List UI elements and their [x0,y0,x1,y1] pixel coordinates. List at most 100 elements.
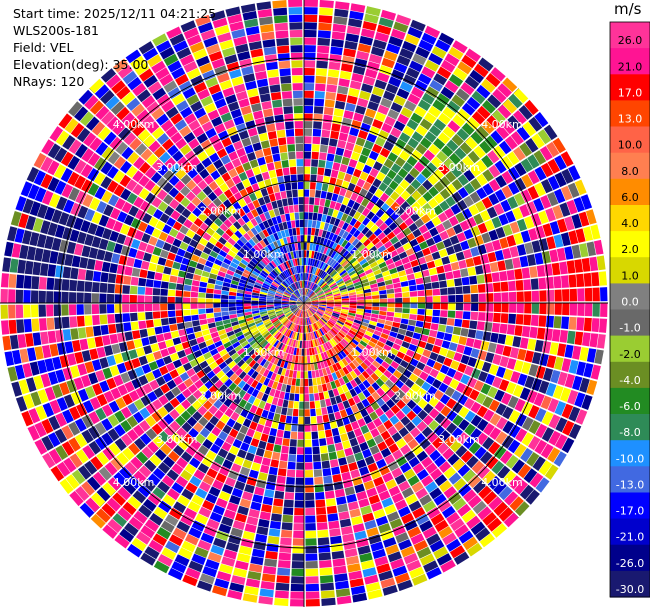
gate-cell [568,274,577,288]
gate-cell [383,140,394,152]
gate-cell [334,202,342,211]
gate-cell [304,204,309,212]
gate-cell [310,174,317,182]
gate-cell [316,60,328,69]
gate-cell [333,16,348,25]
gate-cell [409,314,417,321]
gate-cell [456,232,467,243]
gate-cell [426,260,436,269]
gate-cell [396,88,410,100]
gate-cell [345,265,353,272]
gate-cell [369,168,379,178]
gate-cell [589,256,599,272]
gate-cell [402,74,417,86]
gate-cell [304,303,311,306]
gate-cell [339,314,347,319]
gate-cell [448,74,464,87]
gate-cell [311,220,317,228]
gate-cell [463,169,475,182]
gate-cell [334,154,343,164]
gate-cell [353,229,361,238]
gate-cell [324,256,331,264]
gate-cell [550,369,561,384]
gate-cell [371,291,379,296]
gate-cell [315,277,321,284]
gate-cell [509,303,517,313]
gate-cell [314,268,319,276]
gate-cell [455,311,463,319]
gate-cell [345,281,354,287]
gate-cell [553,316,562,329]
gate-cell [405,184,416,195]
gate-cell [445,171,457,183]
ray-2 [304,1,350,303]
gate-cell [575,228,586,243]
gate-cell [473,145,486,159]
gate-cell [583,317,592,332]
gate-cell [433,118,447,131]
gate-cell [338,78,350,88]
gate-cell [359,90,371,101]
gate-cell [539,146,553,161]
gate-cell [453,223,463,235]
gate-cell [304,296,307,303]
gate-cell [310,297,318,301]
gate-cell [476,173,488,186]
gate-cell [335,1,350,11]
gate-cell [465,136,478,150]
gate-cell [366,211,375,220]
gate-cell [318,295,326,299]
gate-cell [481,155,494,168]
gate-cell [414,80,428,92]
gate-cell [430,274,439,282]
gate-cell [452,114,466,127]
gate-cell [403,144,415,155]
gate-cell [554,155,567,171]
colorbar-tick-label: -1.0 [619,322,640,335]
gate-cell [592,303,600,317]
gate-cell [349,246,358,255]
gate-cell [478,312,486,321]
gate-cell [531,303,540,314]
gate-cell [308,258,311,266]
gate-cell [312,284,317,291]
gate-cell [348,158,358,168]
gate-cell [304,219,308,228]
gate-cell [362,315,371,321]
gate-cell [371,310,380,315]
gate-cell [438,163,450,175]
gate-cell [487,342,497,353]
gate-cell [425,309,433,316]
gate-cell [399,150,410,161]
gate-cell [395,303,403,308]
gate-cell [363,250,371,258]
gate-cell [476,321,485,331]
gate-cell [341,260,349,268]
gate-cell [443,333,453,342]
gate-cell [379,147,391,158]
gate-cell [364,13,379,24]
gate-cell [424,131,437,143]
gate-cell [378,261,387,269]
gate-cell [380,9,396,21]
gate-cell [424,289,433,296]
colorbar-tick-label: -2.0 [619,348,640,361]
colorbar-tick-label: 6.0 [621,191,639,204]
gate-cell [455,212,466,223]
gate-cell [311,299,319,302]
gate-cell [488,179,501,192]
gate-cell [393,174,404,185]
gate-cell [502,248,512,260]
gate-cell [311,305,319,308]
gate-cell [387,303,395,308]
gate-cell [320,137,330,146]
gate-cell [309,293,316,299]
gate-cell [376,24,392,35]
gate-cell [348,289,356,294]
gate-cell [383,227,392,236]
gate-cell [372,143,383,154]
gate-cell [435,223,446,234]
gate-cell [348,208,357,218]
gate-cell [318,298,326,301]
